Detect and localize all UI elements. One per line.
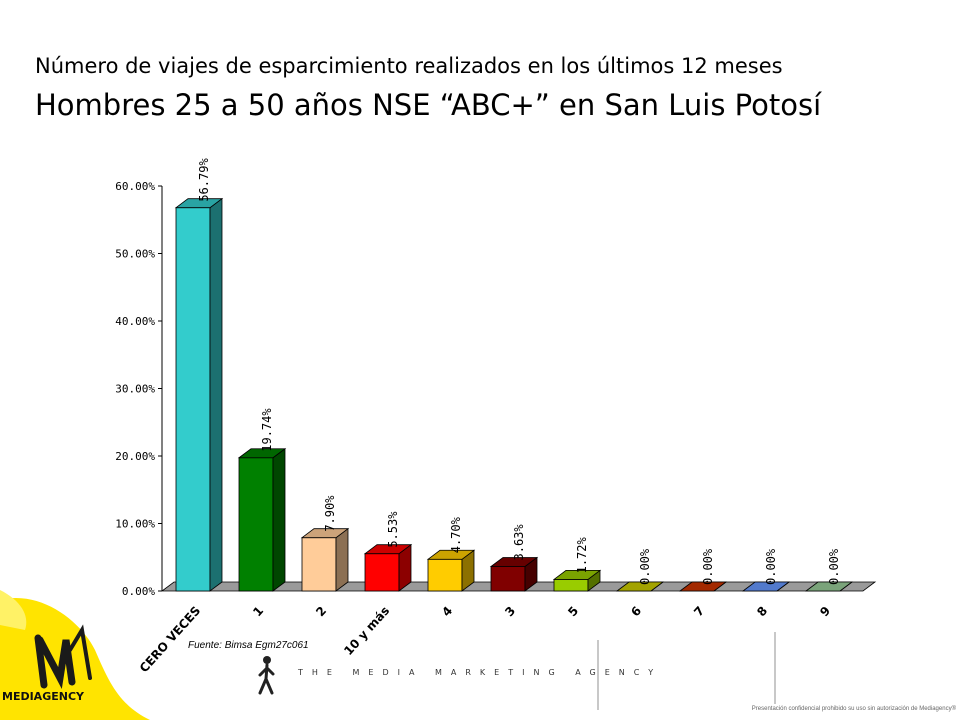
bar (174, 197, 224, 592)
bar-front (427, 558, 463, 592)
bar-top (552, 569, 602, 580)
bar-side (272, 447, 286, 592)
data-label: 4.70% (449, 516, 463, 553)
x-tick-label: 8 (754, 604, 770, 620)
chart-axes: 0.00% 10.00% 20.00% 30.00% 40.00% 50.00% 60.00… (115, 180, 877, 598)
bar (237, 447, 287, 592)
bar-side (335, 527, 349, 592)
data-label: 7.90% (323, 495, 337, 532)
data-label: 0.00% (638, 548, 652, 585)
bar-top (678, 581, 728, 592)
bar (300, 527, 350, 592)
bar-front (553, 578, 589, 592)
bar-top (300, 528, 350, 539)
x-tick-label: 7 (691, 604, 707, 620)
y-tick-label: 60.00% (115, 180, 155, 193)
mediagency-logo (0, 590, 150, 720)
bar-front (364, 553, 400, 592)
y-tick-label: 40.00% (115, 315, 155, 328)
x-tick-label: 4 (439, 604, 455, 620)
data-label: 0.00% (701, 548, 715, 585)
data-label: 1.72% (575, 536, 589, 573)
bar-top (741, 581, 791, 592)
divider-line (774, 632, 776, 704)
bar-front (238, 457, 274, 592)
bar-top (615, 581, 665, 592)
bar-top (363, 544, 413, 555)
bar-top (237, 448, 287, 459)
agency-tagline: THE MEDIA MARKETING AGENCY (298, 668, 663, 677)
bar-front (490, 566, 526, 592)
x-tick-label: 5 (565, 604, 581, 620)
data-label: 19.74% (260, 408, 274, 452)
x-tick-label: 3 (502, 604, 518, 620)
bar-top (804, 581, 854, 592)
walking-man-icon (258, 656, 275, 695)
bar (615, 581, 665, 592)
x-tick-label: 6 (628, 604, 644, 620)
data-label: 56.79% (197, 158, 211, 202)
y-tick-label: 20.00% (115, 450, 155, 463)
source-note: Fuente: Bimsa Egm27c061 (188, 640, 309, 651)
bar-side (209, 197, 223, 592)
data-label: 3.63% (512, 524, 526, 561)
divider-line (597, 640, 599, 710)
y-tick-label: 30.00% (115, 383, 155, 396)
bar-top (174, 198, 224, 209)
data-label: 0.00% (827, 548, 841, 585)
x-tick-label: 10 y más (341, 604, 392, 658)
y-tick-label: 0.00% (122, 585, 155, 598)
y-tick-label: 10.00% (115, 518, 155, 531)
chart-subtitle: Número de viajes de esparcimiento realiz… (35, 54, 783, 78)
chart-title: Hombres 25 a 50 años NSE “ABC+” en San L… (35, 88, 822, 122)
bar (804, 581, 854, 592)
bar (426, 549, 476, 592)
confidentiality-note: Presentación confidencial prohibido su u… (751, 706, 956, 712)
bar (363, 543, 413, 592)
data-label: 0.00% (764, 548, 778, 585)
bar (678, 581, 728, 592)
bar-top (489, 557, 539, 567)
bar (489, 556, 539, 592)
bar-front (175, 207, 211, 592)
y-tick-label: 50.00% (115, 248, 155, 261)
chart-bars (174, 197, 854, 592)
x-tick-label: 9 (817, 604, 833, 620)
x-tick-label: 1 (250, 604, 266, 620)
bar (741, 581, 791, 592)
bar (552, 569, 602, 592)
x-tick-label: 2 (313, 604, 329, 620)
bar-top (426, 549, 476, 560)
data-label: 5.53% (386, 511, 400, 548)
bar-front (301, 537, 337, 592)
brand-name: MEDIAGENCY (2, 690, 84, 703)
